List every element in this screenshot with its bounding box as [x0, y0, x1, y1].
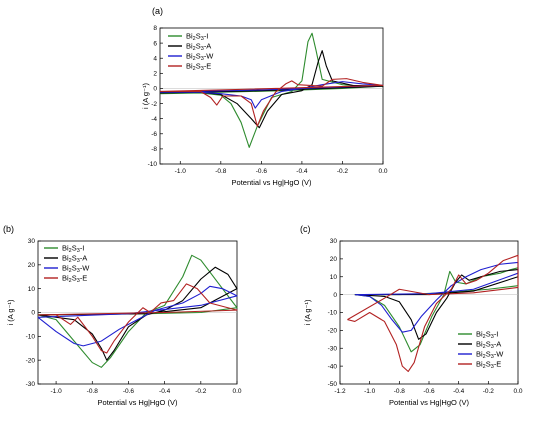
- y-axis-title: i (A g⁻¹): [141, 82, 150, 109]
- y-tick-label: 0: [153, 86, 157, 93]
- y-tick-label: -50: [328, 381, 338, 388]
- x-tick-label: 0.0: [378, 168, 387, 175]
- x-tick-label: -0.6: [256, 168, 268, 175]
- y-tick-label: -10: [26, 334, 36, 341]
- x-tick-label: -0.8: [87, 388, 99, 395]
- legend-entry: Bi2S3-W: [62, 264, 90, 275]
- x-tick-label: -0.2: [483, 388, 495, 395]
- x-tick-label: -0.8: [215, 168, 227, 175]
- x-tick-label: -0.4: [296, 168, 308, 175]
- y-tick-label: -40: [328, 363, 338, 370]
- x-tick-label: -1.0: [175, 168, 187, 175]
- series-line-Bi2S3-A: [159, 50, 384, 129]
- y-tick-label: 4: [153, 55, 157, 62]
- x-tick-label: 0.0: [232, 388, 241, 395]
- panel-label: (b): [3, 224, 14, 234]
- x-tick-label: -1.0: [50, 388, 62, 395]
- x-tick-label: -0.8: [394, 388, 406, 395]
- legend-entry: Bi2S3-A: [476, 340, 501, 351]
- legend-entry: Bi2S3-E: [186, 62, 211, 73]
- y-axis-title: i (A g⁻¹): [303, 299, 312, 326]
- y-axis-title: i (A g⁻¹): [6, 299, 15, 326]
- x-tick-label: -0.4: [159, 388, 171, 395]
- legend-entry: Bi2S3-W: [476, 350, 504, 361]
- legend-entry: Bi2S3-E: [476, 360, 501, 371]
- x-tick-label: -1.2: [334, 388, 346, 395]
- x-axis-title: Potential vs Hg|HgO (V): [389, 398, 469, 407]
- y-tick-label: -30: [328, 345, 338, 352]
- y-tick-label: 10: [28, 286, 36, 293]
- x-tick-label: -1.0: [364, 388, 376, 395]
- panel-3: (c) -1.2 -1.0 -0.8 -0.6 -0.4 -0.2 0.0 -50 -40 -30 -…: [300, 224, 523, 407]
- y-tick-label: -4: [151, 116, 157, 123]
- legend-entry: Bi2S3-I: [62, 244, 84, 255]
- y-tick-label: -8: [151, 146, 157, 153]
- series-line-Bi2S3-W: [354, 261, 519, 333]
- y-tick-label: -20: [26, 357, 36, 364]
- series-line-Bi2S3-E: [37, 283, 238, 354]
- y-tick-label: 10: [330, 274, 338, 281]
- y-tick-label: 0: [333, 292, 337, 299]
- y-tick-label: 20: [330, 256, 338, 263]
- y-tick-label: -2: [151, 101, 157, 108]
- series-line-Bi2S3-W: [37, 285, 238, 347]
- panel-label: (a): [152, 6, 163, 16]
- legend-entry: Bi2S3-I: [476, 330, 498, 341]
- series-line-Bi2S3-A: [37, 266, 238, 361]
- y-tick-label: -20: [328, 328, 338, 335]
- panel-label: (c): [300, 224, 311, 234]
- x-tick-label: -0.4: [453, 388, 465, 395]
- y-tick-label: 6: [153, 40, 157, 47]
- y-tick-label: -10: [148, 161, 158, 168]
- y-tick-label: 0: [31, 310, 35, 317]
- legend-entry: Bi2S3-A: [62, 254, 87, 265]
- x-axis-title: Potential vs Hg|HgO (V): [232, 178, 312, 187]
- series-line-Bi2S3-I: [37, 254, 238, 368]
- x-tick-label: -0.6: [123, 388, 135, 395]
- legend-entry: Bi2S3-I: [186, 32, 208, 43]
- y-tick-label: 30: [28, 238, 36, 245]
- legend-entry: Bi2S3-A: [186, 42, 211, 53]
- plot-frame: [159, 27, 384, 165]
- y-tick-label: -30: [26, 381, 36, 388]
- y-tick-label: 8: [153, 25, 157, 32]
- x-axis-title: Potential vs Hg|HgO (V): [98, 398, 178, 407]
- series-line-Bi2S3-E: [347, 254, 519, 373]
- panel-2: (b) -1.0 -0.8 -0.6 -0.4 -0.2 0.0 -30 -20 -10 0 10 20…: [3, 224, 242, 407]
- x-tick-label: -0.2: [337, 168, 349, 175]
- x-tick-label: 0.0: [513, 388, 522, 395]
- legend-entry: Bi2S3-E: [62, 274, 87, 285]
- legend-entry: Bi2S3-W: [186, 52, 214, 63]
- y-tick-label: -6: [151, 131, 157, 138]
- x-tick-label: -0.6: [423, 388, 435, 395]
- panel-1: (a) -1.0 -0.8 -0.6 -0.4 -0.2 0.0 -10 -8 -6 -4 -2 0 2 4…: [141, 6, 388, 187]
- y-tick-label: 30: [330, 238, 338, 245]
- x-tick-label: -0.2: [195, 388, 207, 395]
- series-line-Bi2S3-A: [354, 269, 519, 340]
- y-tick-label: 20: [28, 262, 36, 269]
- series-line-Bi2S3-E: [159, 78, 384, 127]
- y-tick-label: -10: [328, 310, 338, 317]
- y-tick-label: 2: [153, 71, 157, 78]
- plot-frame: [339, 240, 519, 385]
